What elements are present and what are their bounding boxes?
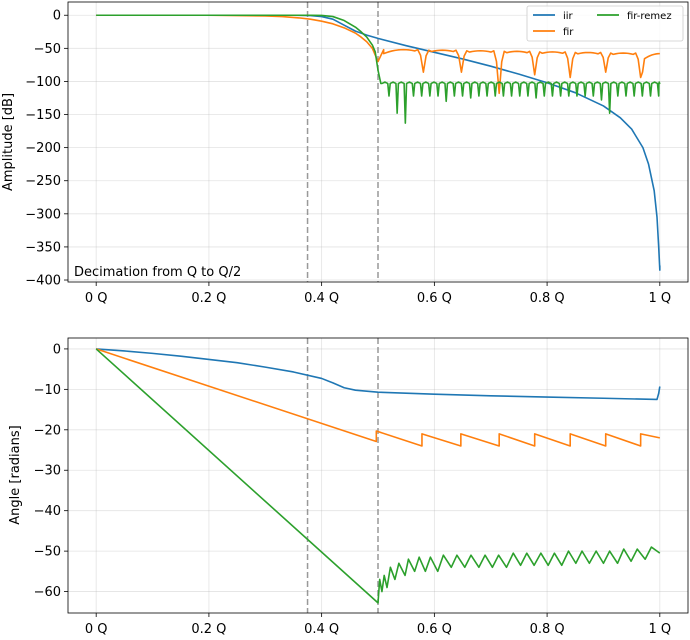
y-tick-label: 0 (53, 342, 61, 357)
y-tick-label: −250 (25, 174, 61, 189)
y-tick-label: −350 (25, 240, 61, 255)
angle-x-ticks: 0 Q 0.2 Q 0.4 Q 0.6 Q 0.8 Q 1 Q (85, 613, 671, 637)
y-tick-label: −150 (25, 108, 61, 123)
legend: iir fir fir-remez (526, 5, 684, 42)
angle-panel: 0 −10 −20 −30 −40 −50 −60 0 Q 0.2 Q 0.4 Q 0.6 Q 0.… (8, 337, 689, 637)
angle-axes-frame (67, 337, 689, 614)
y-tick-label: −100 (25, 75, 61, 90)
angle-vlines (306, 338, 379, 613)
legend-box (526, 5, 684, 42)
amplitude-y-ticks: 0 −50 −100 −150 −200 −250 −300 −350 −400 (25, 9, 68, 289)
y-tick-label: −200 (25, 141, 61, 156)
x-tick-label: 0 Q (85, 291, 108, 306)
decimation-annotation: Decimation from Q to Q/2 (74, 265, 241, 280)
y-tick-label: 0 (53, 9, 61, 24)
x-tick-label: 0.6 Q (417, 622, 452, 637)
angle-y-ticks: 0 −10 −20 −30 −40 −50 −60 (34, 342, 68, 600)
legend-label-fir-remez: fir-remez (627, 11, 672, 22)
y-tick-label: −50 (34, 42, 61, 57)
x-tick-label: 0.6 Q (417, 291, 452, 306)
x-tick-label: 0.2 Q (191, 291, 226, 306)
series-line-fir (96, 14, 660, 95)
y-tick-label: −20 (34, 423, 61, 438)
y-tick-label: −300 (25, 207, 61, 222)
y-tick-label: −50 (34, 545, 61, 560)
x-tick-label: 0.8 Q (530, 622, 565, 637)
series-line-iir (96, 348, 661, 401)
legend-label-fir: fir (563, 27, 574, 38)
x-tick-label: 0.8 Q (530, 291, 565, 306)
y-tick-label: −10 (34, 383, 61, 398)
y-tick-label: −400 (25, 274, 61, 289)
amplitude-lines (96, 14, 661, 271)
x-tick-label: 0.4 Q (304, 622, 339, 637)
amplitude-axes-frame (67, 1, 689, 283)
y-tick-label: −40 (34, 504, 61, 519)
amplitude-panel: 0 −50 −100 −150 −200 −250 −300 −350 −400 0 Q 0.2 … (1, 1, 689, 306)
series-line-fir (95, 348, 660, 447)
legend-label-iir: iir (563, 11, 574, 22)
x-tick-label: 1 Q (648, 622, 671, 637)
y-tick-label: −60 (34, 585, 61, 600)
angle-y-label: Angle [radians] (8, 425, 23, 524)
series-line-fir-remez (95, 348, 661, 604)
angle-grid (68, 338, 688, 613)
amplitude-vlines (306, 2, 379, 282)
amplitude-x-ticks: 0 Q 0.2 Q 0.4 Q 0.6 Q 0.8 Q 1 Q (85, 282, 671, 306)
amplitude-y-label: Amplitude [dB] (1, 93, 16, 191)
x-tick-label: 0.2 Q (191, 622, 226, 637)
x-tick-label: 0 Q (85, 622, 108, 637)
y-tick-label: −30 (34, 464, 61, 479)
angle-lines (95, 348, 661, 604)
series-line-fir-remez (96, 14, 661, 124)
x-tick-label: 0.4 Q (304, 291, 339, 306)
x-tick-label: 1 Q (648, 291, 671, 306)
